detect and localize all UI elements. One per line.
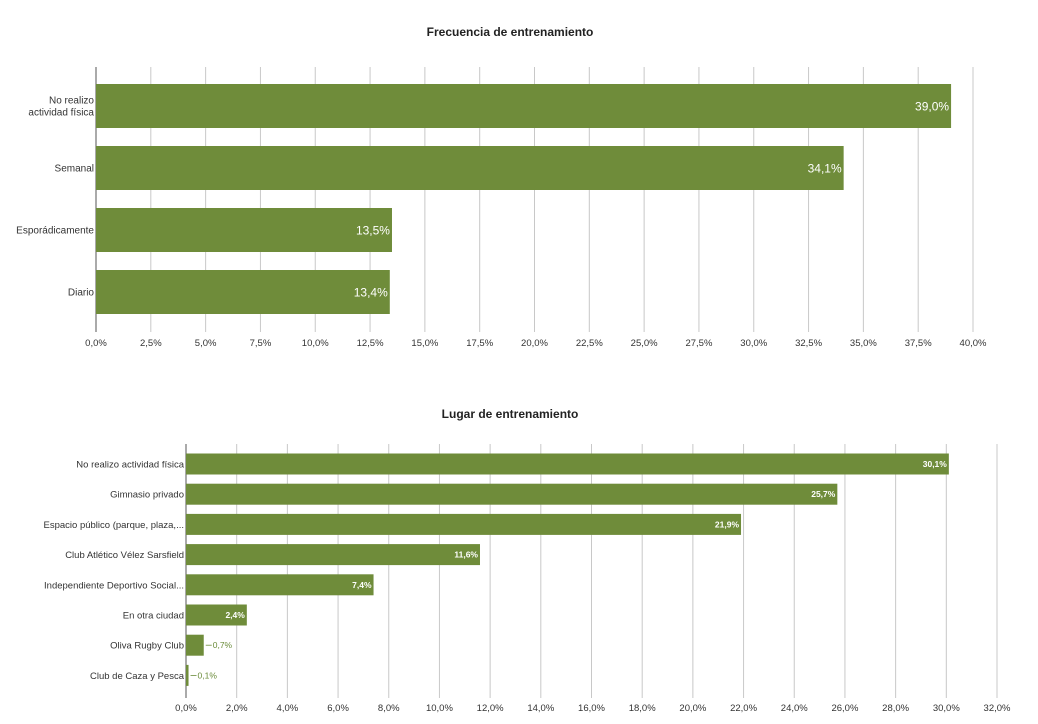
chart-title-frecuencia: Frecuencia de entrenamiento: [427, 25, 594, 39]
tick-label: 30,0%: [933, 703, 960, 714]
tick-label: 16,0%: [578, 703, 605, 714]
bar: [186, 513, 742, 535]
category-label: Oliva Rugby Club: [110, 641, 184, 652]
tick-label: 22,5%: [576, 338, 603, 349]
category-label: No realizo: [49, 96, 94, 107]
category-label: Gimnasio privado: [110, 490, 184, 501]
tick-label: 5,0%: [195, 338, 217, 349]
tick-label: 37,5%: [905, 338, 932, 349]
data-label: 11,6%: [454, 550, 478, 560]
tick-label: 27,5%: [685, 338, 712, 349]
tick-label: 25,0%: [631, 338, 658, 349]
bar: [186, 604, 247, 626]
tick-label: 8,0%: [378, 703, 400, 714]
tick-label: 22,0%: [730, 703, 757, 714]
tick-label: 12,0%: [477, 703, 504, 714]
category-label: Independiente Deportivo Social...: [44, 580, 184, 591]
category-label: Club de Caza y Pesca: [90, 671, 185, 682]
category-label: No realizo actividad física: [76, 460, 184, 471]
category-label: Diario: [68, 288, 95, 299]
tick-label: 4,0%: [277, 703, 299, 714]
tick-label: 32,0%: [984, 703, 1011, 714]
category-label: Semanal: [55, 164, 94, 175]
tick-label: 6,0%: [327, 703, 349, 714]
tick-label: 0,0%: [175, 703, 197, 714]
tick-label: 2,5%: [140, 338, 162, 349]
bar: [186, 634, 204, 656]
tick-label: 40,0%: [960, 338, 987, 349]
tick-label: 10,0%: [426, 703, 453, 714]
tick-label: 28,0%: [882, 703, 909, 714]
data-label: 25,7%: [811, 489, 836, 499]
bar: [96, 84, 952, 128]
data-label: 21,9%: [715, 519, 740, 529]
tick-label: 24,0%: [781, 703, 808, 714]
data-label: 7,4%: [352, 580, 372, 590]
data-label: 0,7%: [213, 640, 233, 650]
category-label: Club Atlético Vélez Sarsfield: [65, 550, 184, 561]
bar: [96, 270, 390, 314]
category-label: actividad física: [28, 108, 94, 119]
tick-label: 2,0%: [226, 703, 248, 714]
data-label: 13,5%: [356, 224, 390, 238]
tick-label: 30,0%: [740, 338, 767, 349]
tick-label: 20,0%: [679, 703, 706, 714]
bar: [186, 544, 480, 566]
tick-label: 7,5%: [250, 338, 272, 349]
data-label: 2,4%: [225, 610, 245, 620]
tick-label: 14,0%: [527, 703, 554, 714]
bar: [186, 483, 838, 505]
data-label: 30,1%: [923, 459, 948, 469]
tick-label: 10,0%: [302, 338, 329, 349]
bar: [186, 453, 949, 475]
category-label: Esporádicamente: [16, 226, 94, 237]
data-label: 0,1%: [198, 670, 218, 680]
data-label: 39,0%: [915, 100, 949, 114]
tick-label: 26,0%: [831, 703, 858, 714]
bar: [96, 146, 844, 190]
tick-label: 35,0%: [850, 338, 877, 349]
bar: [96, 208, 392, 252]
category-label: En otra ciudad: [123, 611, 184, 622]
tick-label: 32,5%: [795, 338, 822, 349]
chart-frecuencia: 0,0% 2,5% 5,0% 7,5% 10,0% 12,5% 15,0% 17,5% 20,0…: [16, 67, 987, 349]
chart-lugar: 0,0% 2,0% 4,0% 6,0% 8,0% 10,0% 12,0% 14,0% 16,0%…: [44, 444, 1011, 714]
chart-title-lugar: Lugar de entrenamiento: [442, 407, 579, 421]
tick-label: 15,0%: [411, 338, 438, 349]
tick-label: 20,0%: [521, 338, 548, 349]
data-label: 34,1%: [808, 162, 842, 176]
tick-label: 12,5%: [357, 338, 384, 349]
tick-label: 17,5%: [466, 338, 493, 349]
data-label: 13,4%: [354, 286, 388, 300]
bar: [186, 574, 374, 596]
bar: [186, 664, 189, 686]
category-label: Espacio público (parque, plaza,...: [44, 520, 184, 531]
tick-label: 18,0%: [629, 703, 656, 714]
tick-label: 0,0%: [85, 338, 107, 349]
